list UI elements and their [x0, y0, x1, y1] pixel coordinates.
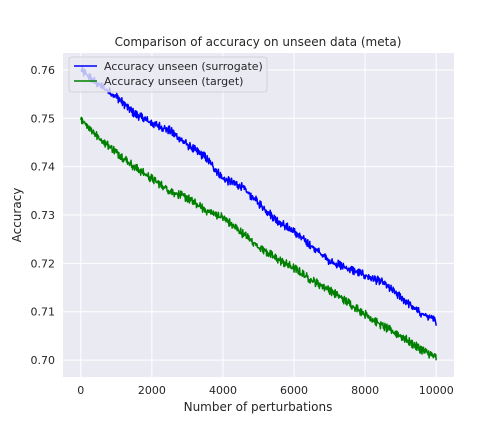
grid	[63, 53, 454, 377]
legend-label-surrogate: Accuracy unseen (surrogate)	[104, 60, 263, 73]
y-tick-label: 0.73	[31, 209, 56, 222]
x-tick-label: 10000	[419, 384, 454, 397]
x-tick-label: 2000	[138, 384, 166, 397]
y-axis-label: Accuracy	[10, 188, 24, 243]
x-tick-label: 0	[77, 384, 84, 397]
x-tick-label: 4000	[209, 384, 237, 397]
x-tick-label: 8000	[351, 384, 379, 397]
y-tick-label: 0.71	[31, 306, 56, 319]
y-tick-label: 0.72	[31, 257, 56, 270]
y-tick-label: 0.70	[31, 354, 56, 367]
y-tick-label: 0.74	[31, 161, 56, 174]
legend: Accuracy unseen (surrogate) Accuracy uns…	[68, 56, 268, 93]
y-tick-label: 0.75	[31, 112, 56, 125]
legend-label-target: Accuracy unseen (target)	[104, 75, 243, 88]
chart-title: Comparison of accuracy on unseen data (m…	[115, 35, 402, 49]
x-tick-label: 6000	[280, 384, 308, 397]
y-tick-label: 0.76	[31, 64, 56, 77]
ticks: 0 2000 4000 6000 8000 10000 0.70 0.71 0.72 0.73 0.…	[31, 64, 454, 397]
series-line-surrogate	[80, 66, 437, 326]
series-layer	[80, 66, 437, 361]
x-axis-label: Number of perturbations	[184, 400, 333, 414]
series-line-target	[80, 116, 437, 361]
legend-box	[68, 56, 268, 93]
